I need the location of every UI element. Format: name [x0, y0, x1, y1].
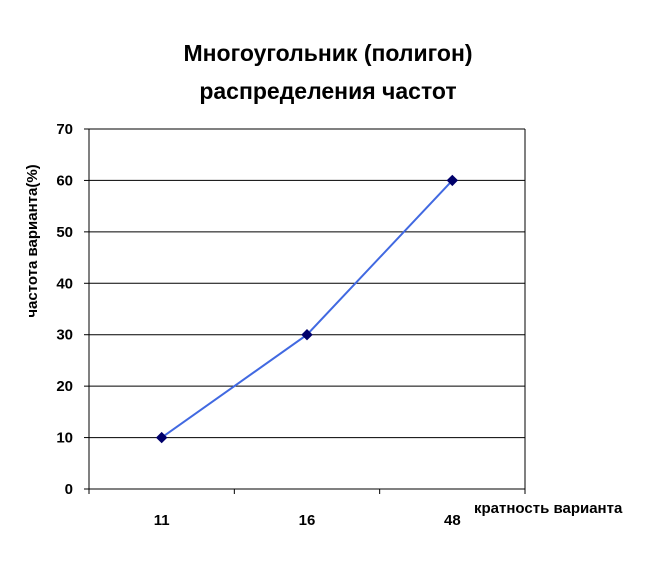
gridlines [89, 128, 525, 439]
chart-title-line-2: распределения частот [199, 78, 457, 104]
x-tick-label: 16 [299, 512, 316, 529]
y-tick-label: 10 [56, 430, 73, 447]
data-point [155, 431, 168, 444]
chart-title: Многоугольник (полигон) распределения ча… [0, 34, 656, 110]
x-axis-label: кратность варианта [474, 500, 623, 517]
series [155, 174, 459, 444]
chart-title-line-1: Многоугольник (полигон) [183, 40, 473, 66]
x-tick-labels: 11 16 48 [154, 512, 461, 529]
y-tick-labels: 0 10 20 30 40 50 60 70 [56, 121, 73, 498]
axes [84, 128, 526, 494]
y-tick-label: 50 [56, 224, 73, 241]
x-tick-label: 11 [154, 512, 170, 529]
y-tick-label: 30 [56, 327, 73, 344]
y-tick-label: 20 [56, 378, 73, 395]
y-tick-label: 60 [56, 172, 73, 189]
y-tick-label: 40 [56, 275, 73, 292]
data-point [301, 329, 313, 341]
y-tick-label: 70 [56, 121, 73, 138]
series-line [161, 179, 454, 439]
y-tick-label: 0 [65, 481, 73, 498]
y-axis-label: частота варианта(%) [24, 164, 41, 317]
data-point [446, 174, 459, 187]
x-tick-label: 48 [444, 512, 461, 529]
